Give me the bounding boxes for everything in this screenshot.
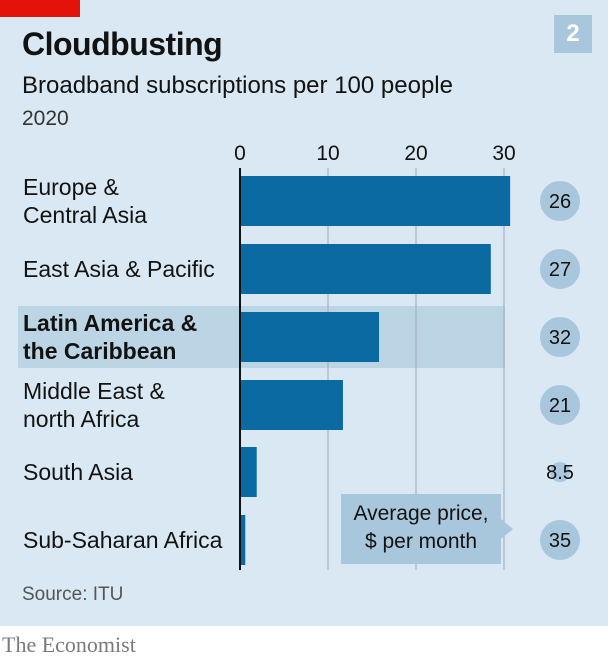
chart-year: 2020	[22, 107, 69, 130]
category-label: Middle East & north Africa	[23, 378, 165, 432]
brand-accent-bar	[0, 0, 80, 17]
price-circle	[540, 385, 580, 425]
bar-chart: 0 10 20 30 Europe & Central Asia East Asia & P…	[18, 142, 580, 570]
price-circle	[540, 181, 580, 221]
category-label: Sub-Saharan Africa	[23, 527, 223, 553]
price-label: 21	[549, 395, 571, 417]
chart-subtitle: Broadband subscriptions per 100 people	[22, 72, 453, 99]
price-note-arrow	[501, 519, 513, 539]
price-note-text: Average price, $ per month	[341, 500, 501, 556]
bar	[240, 312, 380, 362]
bar	[240, 176, 511, 226]
chart-title: Cloudbusting	[22, 26, 223, 62]
category-label: Europe & Central Asia	[23, 174, 147, 228]
price-label: 26	[549, 191, 571, 213]
publisher-wordmark: The Economist	[2, 632, 136, 657]
bar	[240, 447, 257, 497]
x-tick-label: 0	[234, 142, 246, 165]
price-circle	[550, 462, 570, 482]
bar	[240, 244, 491, 294]
price-label: 35	[549, 530, 571, 552]
bar	[240, 380, 343, 430]
x-tick-label: 20	[404, 142, 427, 165]
price-note-box	[341, 494, 501, 564]
price-label: 27	[549, 259, 571, 281]
price-label: 8.5	[546, 462, 574, 484]
category-label: South Asia	[23, 459, 133, 485]
x-tick-label: 30	[492, 142, 515, 165]
bar	[240, 515, 246, 565]
category-label: East Asia & Pacific	[23, 256, 215, 282]
price-note-line1: Average price,	[353, 502, 489, 525]
source-note: Source: ITU	[22, 584, 124, 605]
x-tick-label: 10	[316, 142, 339, 165]
price-circle	[540, 317, 580, 357]
price-note-line2: $ per month	[364, 530, 478, 553]
price-label: 32	[549, 327, 571, 349]
price-circle	[540, 249, 580, 289]
price-circle	[540, 520, 580, 560]
chart-number-badge: 2	[554, 15, 592, 53]
category-label: Latin America & the Caribbean	[23, 310, 197, 364]
